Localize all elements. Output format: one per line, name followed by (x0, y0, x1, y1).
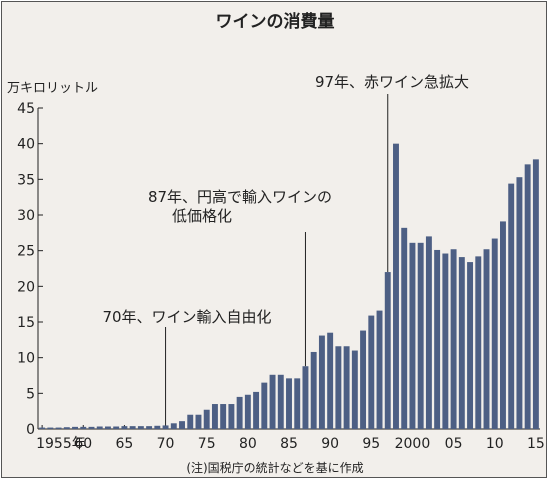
bar-1980 (244, 394, 251, 429)
bar-1978 (228, 404, 235, 429)
bar-1988 (310, 351, 317, 429)
bar-1983 (269, 374, 276, 429)
y-tick-label: 40 (17, 137, 35, 153)
bar-1999 (401, 227, 408, 429)
bar-1961 (88, 426, 95, 429)
bar-1968 (146, 426, 153, 429)
bar-2003 (434, 249, 441, 429)
x-tick-label: 90 (321, 436, 339, 452)
x-tick-label: 85 (280, 436, 298, 452)
bar-1965 (121, 426, 128, 429)
bar-2012 (508, 183, 515, 429)
bar-2011 (500, 221, 506, 429)
bar-1976 (211, 404, 218, 429)
bar-2006 (458, 257, 465, 429)
bar-1964 (113, 426, 120, 429)
bar-1973 (187, 414, 194, 429)
bar-1956 (47, 427, 54, 429)
bar-1966 (129, 426, 136, 429)
annotation-text: 低価格化 (172, 207, 232, 225)
bar-1998 (393, 143, 399, 429)
x-tick-label: 60 (74, 436, 92, 452)
y-tick-label: 25 (17, 244, 35, 260)
y-tick-label: 15 (17, 315, 35, 331)
bar-1986 (294, 378, 301, 429)
bar-1959 (72, 426, 78, 429)
y-tick-label: 35 (17, 172, 35, 188)
bar-1958 (63, 427, 70, 429)
bar-1993 (351, 350, 358, 429)
x-tick-label: 95 (362, 436, 380, 452)
bar-2004 (442, 253, 449, 429)
bar-1970 (162, 425, 169, 429)
x-tick-label: 80 (239, 436, 257, 452)
y-axis: 0 5 10 15 20 25 30 35 40 45 (17, 101, 43, 438)
bar-2010 (491, 238, 498, 429)
chart-title: ワインの消費量 (216, 11, 335, 32)
bar-2001 (417, 242, 424, 429)
x-tick-label: 15 (527, 436, 545, 452)
bar-2014 (524, 164, 531, 429)
bar-1979 (236, 396, 243, 429)
bars (39, 143, 539, 430)
y-tick-label: 30 (17, 208, 35, 224)
bar-1995 (368, 315, 375, 429)
bar-1991 (335, 346, 342, 429)
bar-1977 (220, 404, 227, 429)
bar-1975 (203, 409, 210, 429)
x-tick-label: 70 (157, 436, 175, 452)
bar-2015 (532, 159, 539, 430)
y-tick-label: 0 (26, 422, 35, 438)
y-tick-label: 45 (17, 101, 35, 117)
bar-2000 (409, 242, 416, 429)
bar-1990 (327, 332, 334, 429)
x-tick-label: 05 (445, 436, 463, 452)
y-tick-label: 20 (17, 279, 35, 295)
bar-2008 (475, 256, 482, 429)
annotation-text: 97年、赤ワイン急拡大 (315, 73, 469, 91)
bar-1960 (80, 426, 87, 429)
bar-2005 (450, 249, 457, 429)
bar-1974 (195, 414, 202, 429)
x-tick-label: 65 (115, 436, 133, 452)
x-tick-label: 1955年 (36, 436, 86, 452)
annotation-text: 70年、ワイン輸入自由化 (102, 308, 271, 326)
bar-1967 (137, 426, 144, 429)
bar-1984 (277, 374, 284, 429)
y-axis-unit-label: 万キロリットル (7, 81, 98, 96)
bar-1957 (55, 427, 62, 429)
bar-1982 (261, 382, 268, 429)
bar-1987 (302, 366, 309, 429)
source-note: (注)国税庁の統計などを基に作成 (186, 460, 363, 475)
annotation-text: 87年、円高で輸入ワインの (148, 188, 332, 206)
bar-1989 (318, 335, 325, 429)
bar-2013 (516, 177, 523, 429)
bar-2002 (425, 236, 432, 429)
bar-1963 (104, 426, 111, 429)
y-tick-label: 5 (26, 386, 35, 402)
bar-1985 (286, 378, 292, 429)
bar-1955 (39, 427, 46, 429)
bar-1981 (253, 391, 260, 429)
bar-1997 (384, 272, 391, 429)
bar-1994 (360, 330, 367, 429)
x-tick-label: 2000 (395, 436, 431, 452)
bar-1972 (179, 421, 185, 429)
y-tick-label: 10 (17, 351, 35, 367)
bar-1969 (154, 425, 161, 429)
bar-1971 (170, 423, 177, 429)
bar-1992 (343, 346, 350, 429)
bar-1996 (376, 310, 383, 429)
x-tick-label: 75 (198, 436, 216, 452)
bar-2007 (467, 262, 474, 429)
bar-1962 (96, 426, 103, 429)
bar-2009 (483, 249, 490, 429)
x-tick-label: 10 (486, 436, 504, 452)
